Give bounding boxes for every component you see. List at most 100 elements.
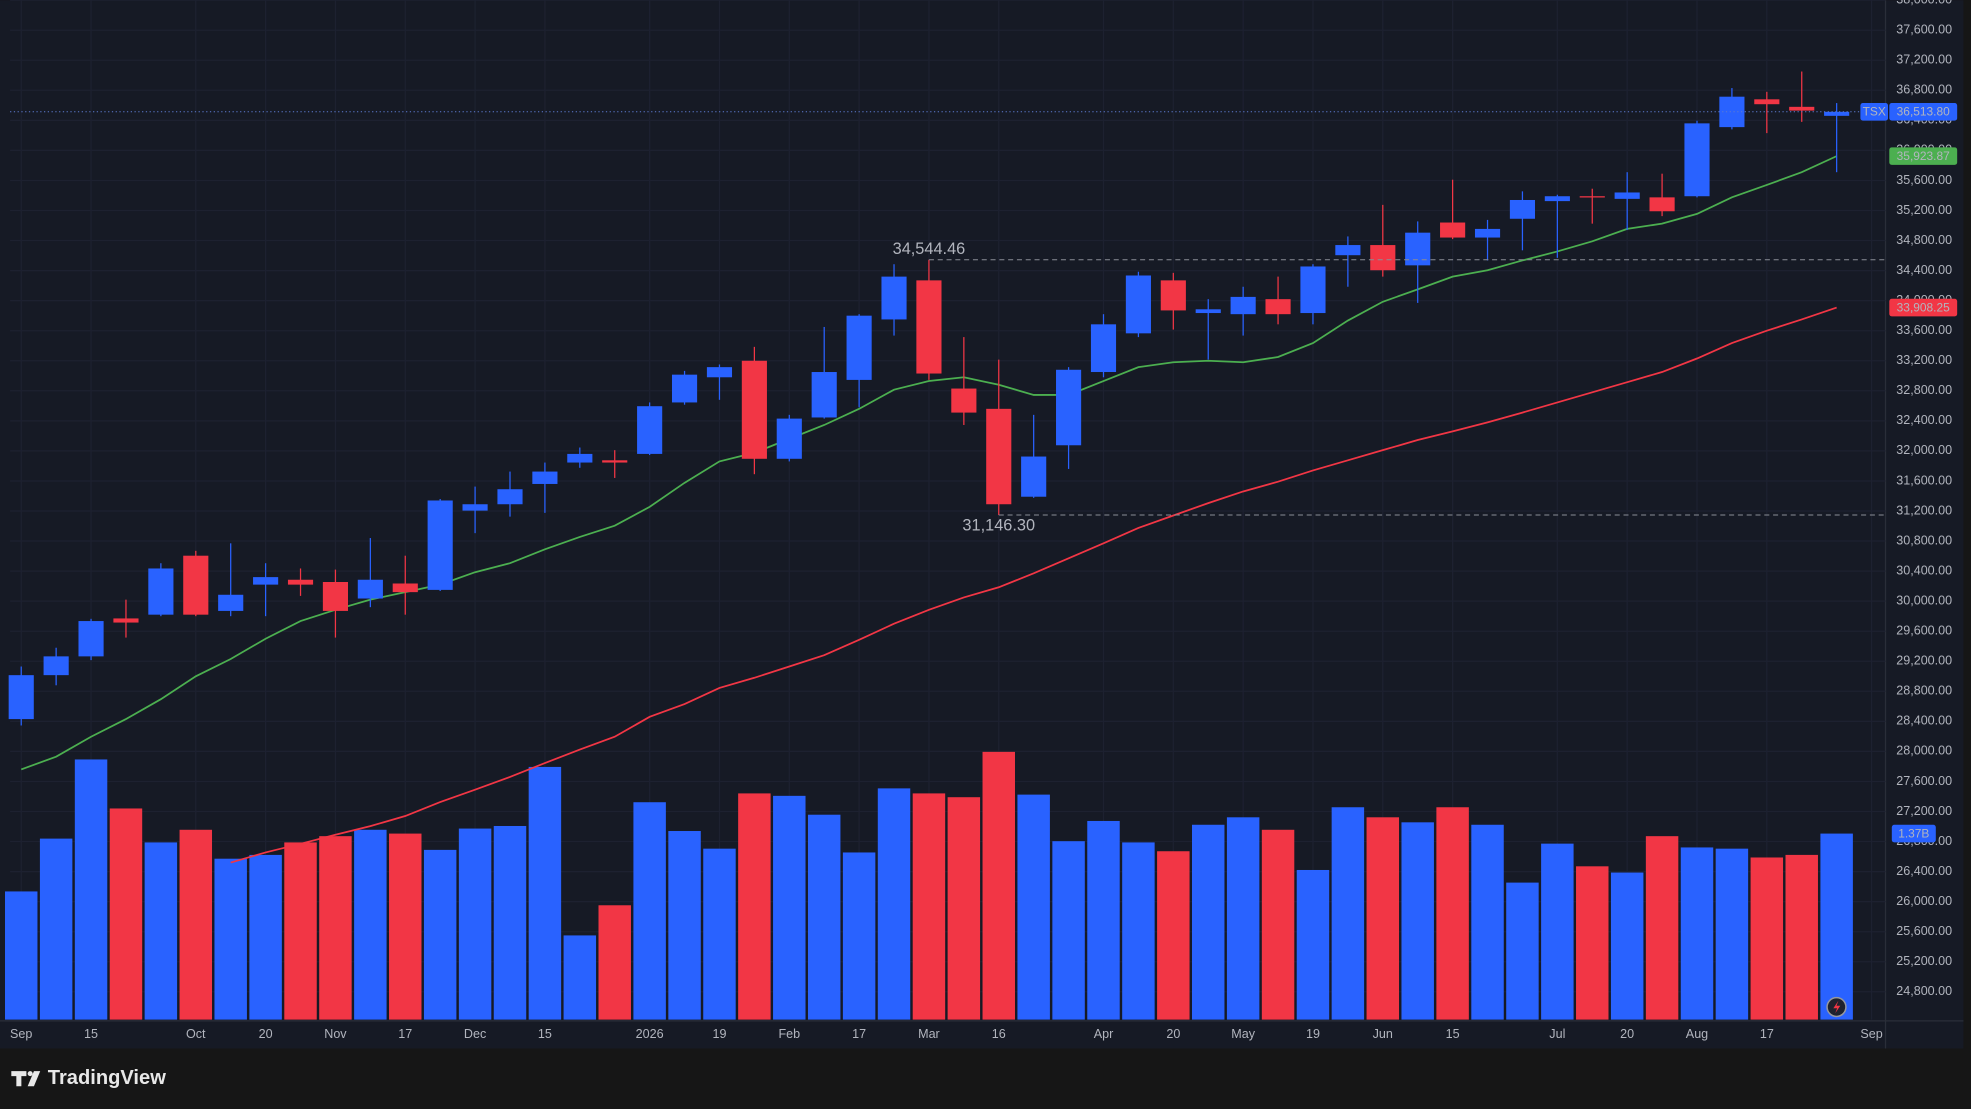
y-tick-label: 26,400.00 [1896, 864, 1952, 878]
symbol-badge-bg [1860, 103, 1889, 121]
candle-body [986, 408, 1012, 505]
candle-body [1160, 280, 1186, 311]
candle-body [357, 579, 383, 599]
y-tick-label: 34,800.00 [1896, 233, 1952, 247]
volume-badge-bg [1891, 824, 1936, 843]
candle-body [1579, 196, 1605, 198]
candle-body [1544, 196, 1570, 202]
candle-body [1754, 99, 1780, 105]
candle-body [1614, 192, 1640, 199]
candle-body [113, 618, 139, 623]
y-tick-label: 27,600.00 [1896, 774, 1952, 788]
x-tick-label: 20 [259, 1027, 273, 1041]
volume-bar [319, 836, 352, 1020]
y-tick-label: 36,800.00 [1896, 83, 1952, 97]
x-tick-label: Apr [1094, 1027, 1114, 1041]
y-tick-label: 35,600.00 [1896, 173, 1952, 187]
x-tick-label: 20 [1620, 1027, 1634, 1041]
x-tick-label: 15 [1446, 1027, 1460, 1041]
candle-body [218, 594, 244, 611]
candle-body [427, 500, 453, 590]
volume-bar [773, 795, 806, 1020]
volume-bar [109, 808, 143, 1020]
y-tick-label: 38,000.00 [1896, 0, 1952, 6]
candle-body [462, 504, 488, 511]
moving-average-badge: 35,923.87 [1897, 149, 1950, 163]
candle-body [1195, 309, 1221, 314]
volume-bar [1715, 848, 1749, 1020]
replay-icon-bolt[interactable] [1833, 1000, 1841, 1014]
y-tick-label: 33,600.00 [1896, 323, 1952, 337]
volume-bar [1366, 817, 1400, 1020]
y-tick-label: 26,000.00 [1896, 894, 1952, 908]
replay-icon[interactable] [1826, 996, 1847, 1018]
volume-bar [354, 829, 387, 1020]
candle-body [637, 406, 663, 454]
candle-body [951, 388, 977, 413]
y-tick-label: 28,800.00 [1896, 684, 1952, 698]
candle-body [1684, 123, 1710, 197]
volume-bar [1680, 847, 1714, 1020]
candle-body [1125, 275, 1151, 334]
candle-body [846, 315, 872, 380]
candle-body [1649, 197, 1675, 212]
volume-bar [1331, 807, 1365, 1020]
volume-bar [563, 935, 597, 1020]
volume-bar [807, 814, 841, 1020]
volume-bar [1226, 817, 1260, 1020]
y-tick-label: 30,000.00 [1896, 593, 1952, 607]
logo-part[interactable] [11, 1071, 27, 1087]
volume-bar [1401, 822, 1434, 1020]
volume-bar [947, 797, 981, 1020]
logo-part[interactable] [27, 1071, 41, 1087]
volume-bar [1296, 869, 1330, 1020]
y-tick-label: 31,600.00 [1896, 473, 1952, 487]
volume-bar [1576, 866, 1609, 1020]
candle-body [916, 280, 942, 374]
y-tick-label: 25,600.00 [1896, 924, 1952, 938]
volume-bar [1017, 794, 1050, 1020]
candle-body [1440, 222, 1466, 238]
candle-body [671, 374, 698, 403]
x-tick-label: Oct [186, 1027, 206, 1041]
volume-bar [179, 829, 213, 1020]
annotations: 34,544.46 31,146.30 [10, 111, 1886, 535]
x-tick-label: Jun [1373, 1027, 1393, 1041]
volume-bar [1645, 836, 1679, 1020]
y-tick-label: 29,200.00 [1896, 654, 1952, 668]
candle-body [43, 656, 69, 676]
x-tick-label: 19 [1306, 1027, 1320, 1041]
candle-body [1265, 299, 1291, 315]
brand-logo[interactable]: TradingView [11, 1067, 166, 1089]
y-tick-label: 29,600.00 [1896, 624, 1952, 638]
volume-bar [982, 751, 1015, 1020]
x-tick-label: 17 [1760, 1027, 1774, 1041]
y-tick-label: 37,600.00 [1896, 23, 1952, 37]
candle-body [78, 621, 104, 657]
x-tick-label: Nov [324, 1027, 347, 1041]
volume-pane [4, 751, 1853, 1020]
candle-body [1789, 106, 1815, 111]
volume-bar [39, 838, 73, 1020]
axes: 24,800.00 25,200.00 25,600.00 26,000.00 26,4… [10, 0, 1952, 1041]
volume-bar [493, 825, 527, 1020]
candle-body [567, 453, 593, 463]
volume-bar [1157, 851, 1190, 1020]
candle-body [811, 372, 837, 418]
volume-bar [842, 852, 876, 1020]
volume-bar [423, 849, 457, 1020]
volume-bar [1122, 842, 1155, 1020]
logo-part[interactable] [27, 1071, 33, 1077]
moving-average-line [20, 155, 1838, 771]
candle-body [1230, 296, 1256, 315]
brand-name[interactable]: TradingView [48, 1067, 166, 1089]
extreme-price-label: 31,146.30 [962, 517, 1035, 535]
last-price-badge: 36,513.80 [1897, 105, 1950, 119]
volume-bar [458, 828, 492, 1020]
last-price-badge-bg [1889, 103, 1958, 121]
volume-bar [214, 858, 247, 1020]
x-tick-label: Mar [918, 1027, 940, 1041]
volume-bar [633, 802, 666, 1020]
candle-body [706, 367, 733, 378]
